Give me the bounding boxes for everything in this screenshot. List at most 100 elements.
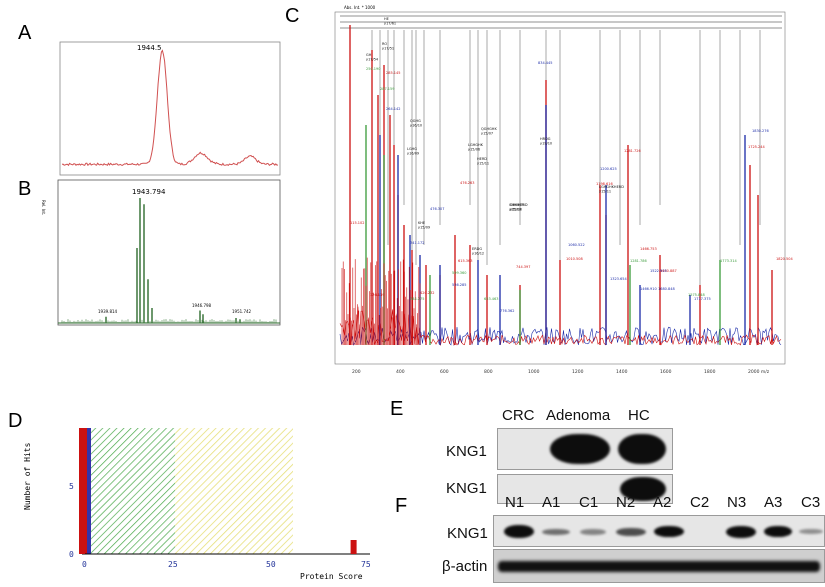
panel-e-col-hc: HC [628, 407, 650, 424]
panel-c-red-label-4: 1660.887 [660, 269, 677, 273]
panel-c-red-label-5: 1725.244 [748, 145, 765, 149]
panel-f-lane-a2: A2 [653, 494, 672, 511]
panel-b-frame [57, 179, 281, 326]
panel-d-bar-70 [350, 540, 357, 554]
panel-b-bars [61, 198, 277, 323]
panel-f-lane-a1: A1 [542, 494, 561, 511]
panel-c-green-label-0: 1281.786 [630, 259, 647, 263]
panel-c-fragment-name-13: GHKHER [509, 203, 524, 207]
panel-d-green-zone [91, 428, 175, 554]
panel-c-blue-label-10: 476.307 [430, 207, 444, 211]
panel-c-header: Abs. Int. * 1000 [344, 5, 376, 10]
panel-c-green-label-2: 1773.314 [720, 259, 737, 263]
panel-a-profile-line [61, 49, 279, 167]
panel-f-blot-kng1 [493, 515, 825, 547]
panel-c-fragment-name-12: ERDG [472, 247, 482, 251]
panel-c-x-tick-0: 200 [352, 369, 361, 375]
panel-c-x-tick-8: 1800 [704, 369, 716, 375]
panel-c-blue-label-8: 1830.276 [752, 129, 769, 133]
panel-c-red-label-9: 476.263 [460, 181, 474, 185]
panel-c-blue-label-9: 341.172 [410, 241, 424, 245]
panel-c-red-label-2: 1010.508 [566, 257, 583, 261]
panel-c-fragment-ion-8: y15/11 [477, 162, 489, 166]
panel-c-green-label-7: 250.190 [366, 67, 380, 71]
panel-c-fragment-ion-5: y15/07 [481, 132, 493, 136]
panel-b-y-axis-label: Rel. Int. [41, 200, 46, 215]
panel-c-fragment-ion-13: y15/10 [509, 208, 521, 212]
panel-c-fragment-ion-2: y17/51 [382, 47, 394, 51]
panel-c-fragment-ion-12: y16/12 [472, 252, 484, 256]
panel-c-fragment-name-1: HE [384, 17, 389, 21]
panel-c-fragment-ion-7: y15/06 [468, 148, 480, 152]
panel-c-fragment-name-9: LGHGHKHERD [599, 185, 624, 189]
panel-c-blue-label-7: 1717.375 [694, 297, 711, 301]
panel-c-green-label-6: 287.159 [380, 87, 394, 91]
panel-c-fragment-name-7: LGHGHK [468, 143, 484, 147]
panel-c-fragment-name-6: LGHG [407, 147, 417, 151]
panel-c-x-tick-4: 1000 [528, 369, 540, 375]
panel-e-col-adenoma: Adenoma [546, 407, 611, 424]
panel-e-blot-1 [497, 428, 673, 470]
panel-d-x-tick-75: 75 [361, 560, 371, 569]
panel-e-row-label-2: KNG1 [446, 480, 487, 497]
panel-c-x-tick-1: 400 [396, 369, 405, 375]
panel-label-f: F [395, 495, 408, 517]
panel-c-blue-label-0: 834.445 [538, 61, 552, 65]
panel-label-c: C [285, 5, 300, 27]
panel-c-x-tick-7: 1600 [660, 369, 672, 375]
panel-c-green-label-5: 384.275 [410, 297, 424, 301]
panel-c-blue-label-13: 264.142 [386, 107, 400, 111]
panel-c-annotation-lines [371, 30, 761, 285]
panel-c-fragment-ion-11: y15/09 [418, 226, 430, 230]
panel-d-bars [79, 428, 357, 554]
panel-f-row-label-actin: β-actin [442, 558, 488, 575]
panel-c-blue-label-12: 776.362 [500, 309, 514, 313]
panel-f-row-label-kng1: KNG1 [447, 525, 488, 542]
panel-f-lane-n3: N3 [727, 494, 747, 511]
panel-c-fragment-ion-9: y15/11 [599, 190, 611, 194]
panel-c-peak-labels: 1281.726 1198.616 1010.508 1466.753 1660.887… [350, 17, 793, 313]
panel-c-red-label-12: 115.102 [350, 221, 364, 225]
panel-d-bar-0 [79, 428, 85, 554]
panel-c-peaks [341, 25, 773, 345]
panel-c-fragment-name-4: QGHG [410, 119, 421, 123]
panel-c-fragment-ion-10: y15/10 [510, 208, 522, 212]
panel-d-x-tick-25: 25 [168, 560, 178, 569]
panel-c-fragment-name-5: QGHGHK [481, 127, 497, 131]
panel-c-fragment-name-0: GH [366, 53, 372, 57]
panel-f-lane-n1: N1 [505, 494, 525, 511]
panel-label-e: E [390, 398, 404, 420]
panel-c-fragment-name-2: RO [382, 42, 387, 46]
panel-c-red-label-8: 744.397 [516, 265, 530, 269]
panel-c-x-tick-2: 600 [440, 369, 449, 375]
panel-c-x-tick-9: 2000 m/z [748, 369, 770, 375]
panel-d-x-tick-0: 0 [82, 560, 87, 569]
panel-c-red-label-11: 226.119 [370, 293, 384, 297]
panel-e-row-label-1: KNG1 [446, 443, 487, 460]
panel-a-peak-label: 1944.5 [137, 44, 162, 52]
panel-e-blot-2 [497, 474, 673, 504]
panel-b-minor-label-3: 1951.742 [232, 309, 252, 314]
panel-c-red-label-10: 420.232 [420, 291, 434, 295]
panel-c-fragment-name-3: HRDG [540, 137, 551, 141]
panel-d-x-axis-label: Protein Score [300, 572, 363, 581]
panel-d-y-tick-0: 0 [69, 550, 74, 559]
panel-c-blue-label-5: 1522.915 [650, 269, 667, 273]
panel-c-fragment-ion-1: y17/61 [384, 22, 396, 26]
panel-d-x-tick-50: 50 [266, 560, 276, 569]
panel-c-fragment-name-8: HERD [477, 157, 487, 161]
panel-f-blot-actin [493, 549, 825, 583]
panel-c-green-label-3: 599.360 [452, 271, 466, 275]
panel-f-lane-a3: A3 [764, 494, 783, 511]
panel-label-d: D [8, 410, 23, 432]
panel-c-x-tick-5: 1200 [572, 369, 584, 375]
panel-c-fragment-ion-6: y16/09 [407, 152, 419, 156]
panel-c-x-tick-6: 1400 [616, 369, 628, 375]
panel-c-red-label-0: 1281.726 [624, 149, 641, 153]
panel-c-x-ticks: 200 400 600 800 1000 1200 1400 1600 1800 2000 m/z [352, 369, 770, 375]
panel-b-minor-label-2: 1946.798 [192, 303, 212, 308]
